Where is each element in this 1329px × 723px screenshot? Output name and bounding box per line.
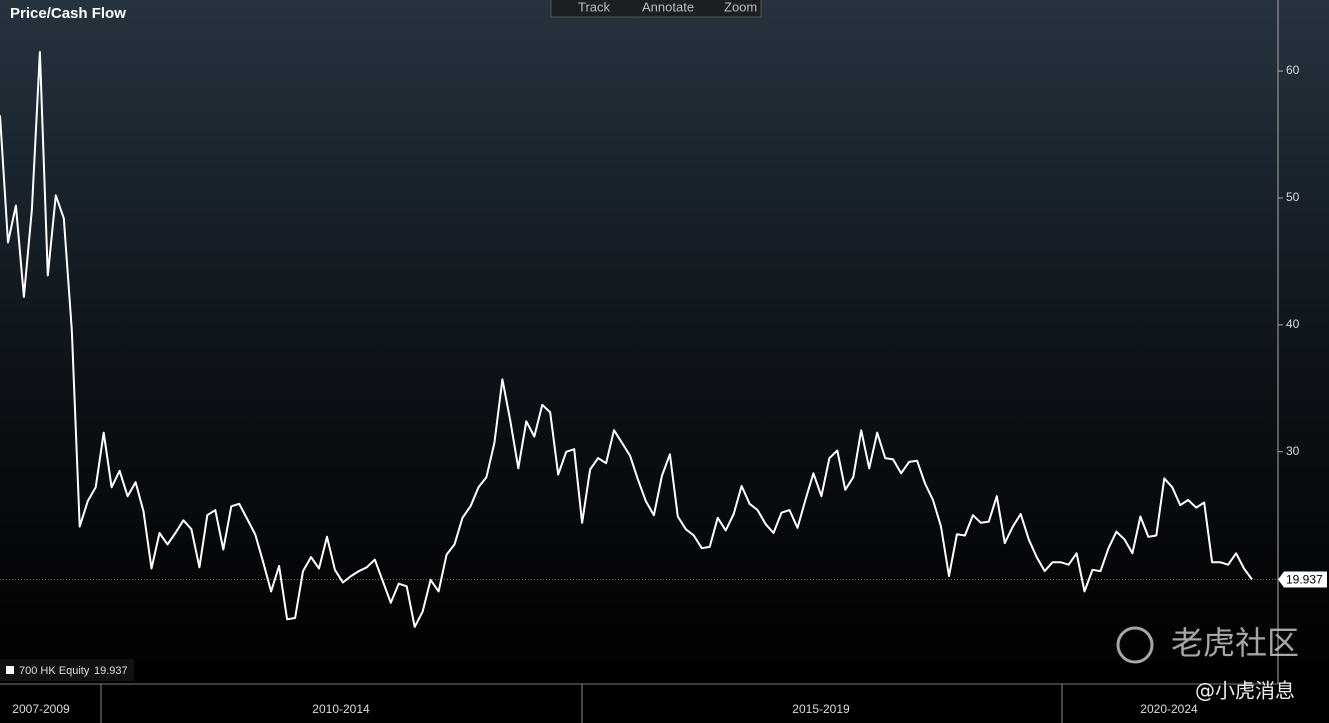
toolbar: Track Annotate Zoom [550,0,762,18]
x-period-label: 2007-2009 [12,702,70,716]
y-tick-label: 50 [1286,190,1300,204]
watermark-brand: 老虎社区 [1171,624,1299,662]
x-period-label: 2020-2024 [1140,702,1198,716]
toolbar-frame [550,0,762,18]
y-tick-label: 30 [1286,444,1300,458]
legend-value: 19.937 [94,665,128,677]
x-period-label: 2010-2014 [312,702,370,716]
last-value-label: 19.937 [1286,573,1323,587]
watermark-handle: @小虎消息 [1195,679,1295,703]
toolbar-button[interactable]: Annotate [642,0,694,14]
legend-swatch [6,666,14,674]
x-axis-band [0,684,1329,723]
last-value-tag [1278,571,1327,588]
watermark-logo [1116,626,1154,664]
plot-background [0,0,1329,684]
y-tick-label: 60 [1286,63,1300,77]
y-tick-label: 40 [1286,317,1300,331]
chart-title: Price/Cash Flow [10,5,126,22]
toolbar-button[interactable]: Track [578,0,611,14]
series-line [0,51,1253,628]
x-period-label: 2015-2019 [792,702,850,716]
legend-box [0,659,134,681]
toolbar-button[interactable]: Zoom [724,0,757,14]
legend-label: 700 HK Equity [19,665,90,677]
